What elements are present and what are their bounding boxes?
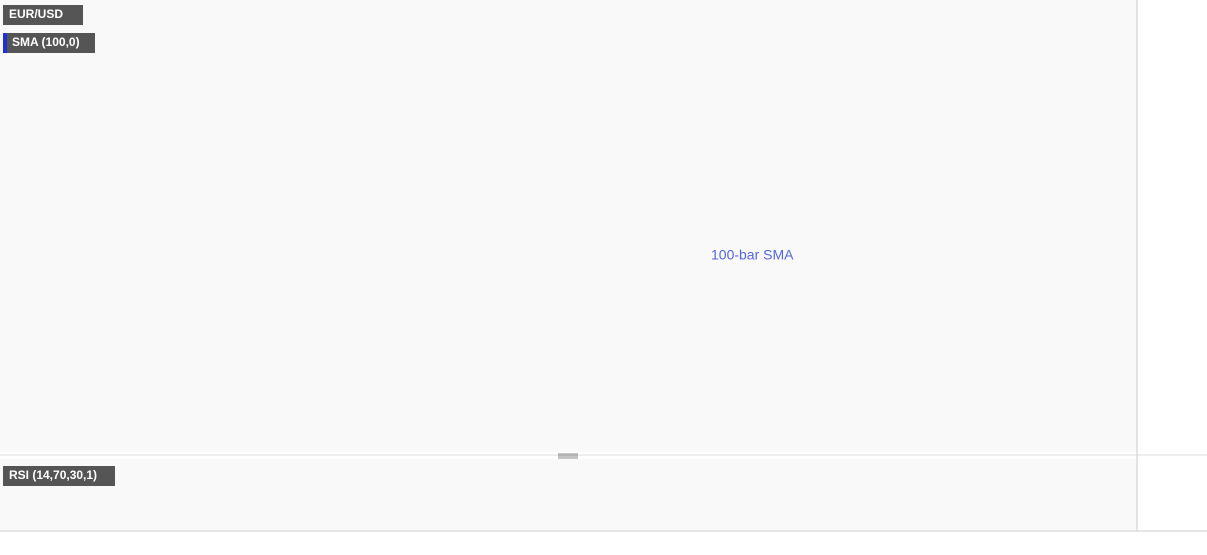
sma-swatch xyxy=(3,33,7,53)
rsi-label-box xyxy=(3,466,115,486)
sma-label-box xyxy=(3,33,95,53)
sma-annotation: 100-bar SMA xyxy=(711,247,794,263)
sma-label: SMA (100,0) xyxy=(12,35,80,49)
price-pane xyxy=(0,0,1137,452)
rsi-pane xyxy=(0,459,1137,530)
title-box xyxy=(3,5,83,25)
chart-title: EUR/USD xyxy=(9,7,63,21)
rsi-label: RSI (14,70,30,1) xyxy=(9,468,97,482)
pane-grip xyxy=(558,453,578,459)
